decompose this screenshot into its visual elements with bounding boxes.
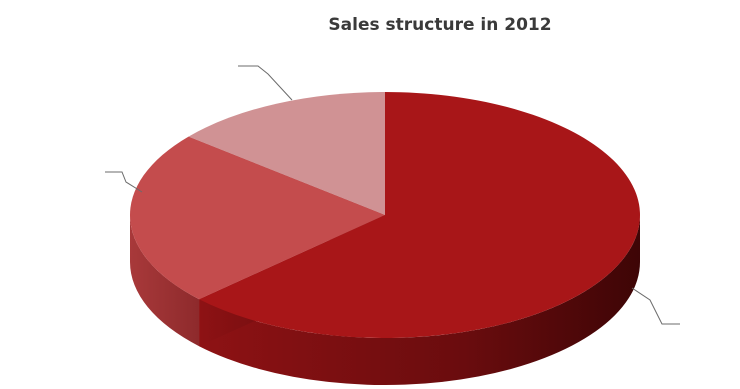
pie-slices xyxy=(130,92,641,338)
chart-title: Sales structure in 2012 xyxy=(328,15,551,35)
leader-line-switchgear-segment xyxy=(105,171,143,193)
leader-line-metering-segment xyxy=(631,287,680,325)
pie-slice-other-sales xyxy=(188,92,385,215)
pie-side-metering-segment xyxy=(199,215,640,385)
pie-slice-switchgear-segment xyxy=(130,136,385,300)
leader-line-other-sales xyxy=(238,65,293,101)
label-leader-lines xyxy=(105,65,680,325)
pie-side-switchgear-segment xyxy=(130,215,200,347)
pie-slice-metering-segment xyxy=(199,92,641,338)
